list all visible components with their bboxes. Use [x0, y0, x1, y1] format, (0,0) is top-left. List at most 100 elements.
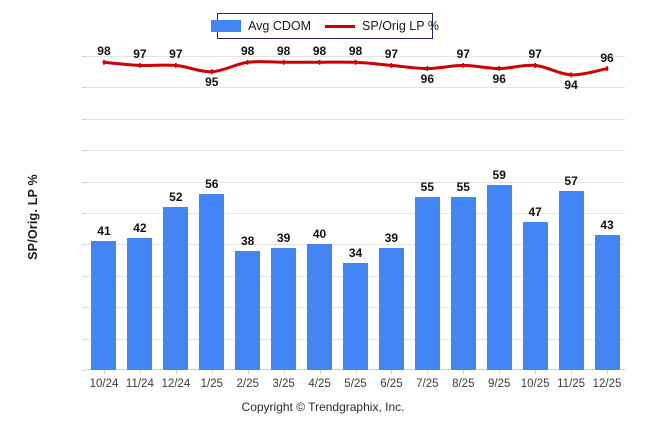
gridline: [86, 87, 625, 89]
gridline: [86, 56, 625, 57]
bar-value-label: 38: [241, 233, 255, 248]
x-tick-mark: [103, 370, 105, 374]
copyright-footer: Copyright © Trendgraphix, Inc.: [241, 400, 405, 414]
line-value-label: 97: [456, 47, 470, 62]
x-tick-label: 5/25: [344, 378, 367, 390]
y-tick-mark: [82, 213, 86, 214]
bar[interactable]: [91, 241, 117, 370]
x-tick-label: 11/25: [557, 378, 586, 390]
line-series-svg: [102, 59, 609, 78]
bar[interactable]: [127, 238, 153, 370]
x-tick-mark: [355, 370, 357, 374]
bar-value-label: 55: [420, 180, 435, 195]
y-tick-mark: [82, 181, 86, 183]
legend-label: Avg CDOM: [248, 18, 312, 33]
line-value-label: 94: [564, 77, 578, 92]
x-tick-mark: [427, 370, 429, 374]
x-tick-label: 9/25: [488, 378, 511, 390]
y-tick-mark: [82, 307, 86, 309]
bar-value-label: 47: [528, 205, 542, 220]
legend-entry[interactable]: SP/Orig LP %: [325, 20, 439, 33]
line-value-label: 97: [384, 47, 399, 62]
legend-bar-swatch-icon: [211, 20, 242, 32]
bar[interactable]: [378, 247, 404, 370]
bar-value-label: 39: [384, 230, 399, 245]
bar-value-label: 41: [97, 224, 111, 239]
gridline: [86, 244, 625, 246]
y-tick-mark: [82, 56, 86, 57]
bar-value-label: 43: [600, 217, 614, 232]
x-tick-mark: [139, 370, 141, 374]
y-tick-mark: [82, 370, 86, 371]
bar[interactable]: [271, 247, 297, 370]
bar[interactable]: [558, 191, 584, 370]
bar-value-label: 57: [564, 174, 578, 189]
x-tick-label: 10/25: [520, 378, 550, 390]
x-tick-mark: [247, 370, 249, 374]
x-tick-label: 2/25: [236, 378, 259, 390]
bar[interactable]: [307, 244, 333, 370]
gridline: [86, 181, 625, 183]
bar[interactable]: [343, 263, 368, 370]
bar-value-label: 40: [312, 227, 327, 242]
bar[interactable]: [486, 184, 512, 370]
x-tick-label: 4/25: [308, 378, 331, 390]
bar-value-label: 59: [492, 167, 506, 182]
y-tick-mark: [82, 275, 86, 277]
bar-value-label: 52: [169, 189, 183, 204]
bar[interactable]: [414, 197, 440, 370]
x-tick-mark: [391, 370, 393, 374]
bar[interactable]: [450, 197, 476, 370]
line-value-label: 95: [205, 74, 219, 89]
y-tick-mark: [82, 338, 86, 340]
x-tick-mark: [535, 370, 537, 374]
gridline: [86, 213, 625, 214]
x-tick-mark: [571, 370, 573, 374]
line-value-label: 96: [600, 50, 614, 65]
x-tick-label: 8/25: [452, 378, 475, 390]
bar[interactable]: [594, 234, 620, 370]
chart-legend: Avg CDOM SP/Orig LP %: [211, 13, 439, 39]
line-value-label: 98: [241, 44, 255, 59]
bar[interactable]: [199, 194, 225, 370]
x-tick-mark: [211, 370, 213, 374]
bar[interactable]: [522, 222, 548, 370]
legend-line-swatch-icon: [325, 24, 356, 28]
x-tick-mark: [175, 370, 177, 374]
bar[interactable]: [235, 250, 261, 370]
bar-value-label: 34: [348, 246, 363, 261]
x-tick-mark: [607, 370, 609, 374]
legend-entry[interactable]: Avg CDOM: [211, 20, 311, 33]
x-tick-label: 3/25: [272, 378, 295, 390]
y-tick-mark: [82, 244, 86, 246]
line-value-label: 97: [133, 47, 147, 62]
line-value-label: 98: [348, 44, 363, 59]
y-axis-title: SP/Orig. LP %: [26, 174, 40, 260]
line-value-label: 96: [420, 71, 435, 86]
x-tick-label: 12/25: [592, 378, 622, 390]
line-value-label: 97: [528, 47, 542, 62]
line-value-label: 98: [312, 44, 327, 59]
x-tick-label: 7/25: [416, 378, 439, 390]
x-tick-label: 11/24: [125, 378, 154, 390]
x-tick-label: 10/24: [89, 378, 119, 390]
line-value-label: 97: [169, 47, 183, 62]
x-tick-mark: [283, 370, 285, 374]
plot-area: 0102030405060708090100414252563839403439…: [82, 45, 625, 390]
y-tick-mark: [82, 150, 86, 152]
bar[interactable]: [163, 206, 189, 370]
gridline: [86, 118, 625, 120]
line-value-label: 96: [492, 71, 506, 86]
y-tick-mark: [82, 87, 86, 89]
legend-label: SP/Orig LP %: [362, 18, 439, 33]
bar-value-label: 56: [205, 177, 219, 192]
line-value-label: 98: [276, 44, 291, 59]
x-tick-label: 1/25: [200, 378, 223, 390]
x-tick-mark: [463, 370, 465, 374]
x-tick-label: 12/24: [161, 378, 191, 390]
x-tick-mark: [319, 370, 321, 374]
bar-value-label: 42: [133, 221, 147, 236]
bar-value-label: 55: [456, 180, 470, 195]
line-value-label: 98: [97, 44, 111, 59]
